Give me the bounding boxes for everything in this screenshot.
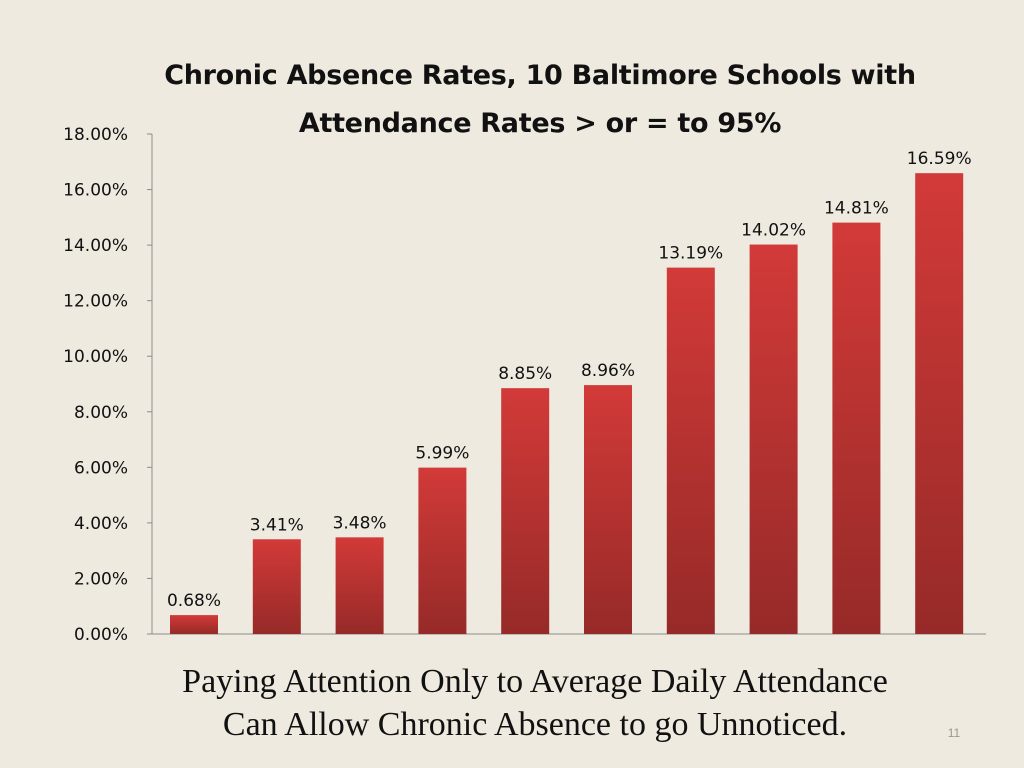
data-label: 16.59%: [907, 149, 972, 169]
data-label: 0.68%: [167, 591, 221, 611]
chart-title-line-1: Chronic Absence Rates, 10 Baltimore Scho…: [164, 60, 916, 91]
data-label: 14.81%: [824, 199, 889, 219]
data-label: 8.96%: [581, 361, 635, 381]
y-tick-label: 18.00%: [63, 125, 128, 145]
data-label: 3.41%: [250, 515, 304, 535]
bars: [170, 173, 964, 635]
bar: [252, 539, 301, 634]
caption-line-2: Can Allow Chronic Absence to go Unnotice…: [222, 706, 848, 743]
bar: [170, 615, 218, 634]
data-label: 13.19%: [658, 244, 723, 264]
y-tick-label: 6.00%: [74, 458, 128, 478]
bar: [749, 244, 798, 635]
bar: [418, 467, 467, 634]
y-tick-label: 2.00%: [74, 569, 128, 589]
y-tick-label: 10.00%: [63, 347, 128, 367]
chart-title: Chronic Absence Rates, 10 Baltimore Scho…: [130, 52, 950, 148]
data-labels: 0.68% 3.41% 3.48% 5.99% 8.85% 8.96% 13.19% 14.0…: [167, 149, 972, 611]
bar: [501, 388, 550, 634]
chart-title-line-2: Attendance Rates > or = to 95%: [298, 108, 782, 139]
bar: [335, 537, 384, 634]
y-tick-label: 16.00%: [63, 181, 128, 201]
data-label: 5.99%: [415, 444, 469, 464]
y-tick-label: 0.00%: [74, 625, 128, 645]
y-tick-label: 12.00%: [63, 292, 128, 312]
y-axis: 0.00% 2.00% 4.00% 6.00% 8.00% 10.00% 12.00% 14.…: [63, 125, 986, 645]
slide-caption: Paying Attention Only to Average Daily A…: [90, 660, 980, 746]
bar: [915, 173, 964, 634]
bar: [666, 267, 715, 634]
data-label: 8.85%: [498, 364, 552, 384]
bar: [584, 385, 632, 634]
data-label: 14.02%: [741, 221, 806, 241]
bar: [832, 222, 881, 634]
data-label: 3.48%: [333, 513, 387, 533]
caption-line-1: Paying Attention Only to Average Daily A…: [182, 663, 888, 700]
y-tick-label: 4.00%: [74, 514, 128, 534]
y-tick-label: 8.00%: [74, 403, 128, 423]
y-tick-label: 14.00%: [63, 236, 128, 256]
page-number: 11: [947, 726, 961, 740]
